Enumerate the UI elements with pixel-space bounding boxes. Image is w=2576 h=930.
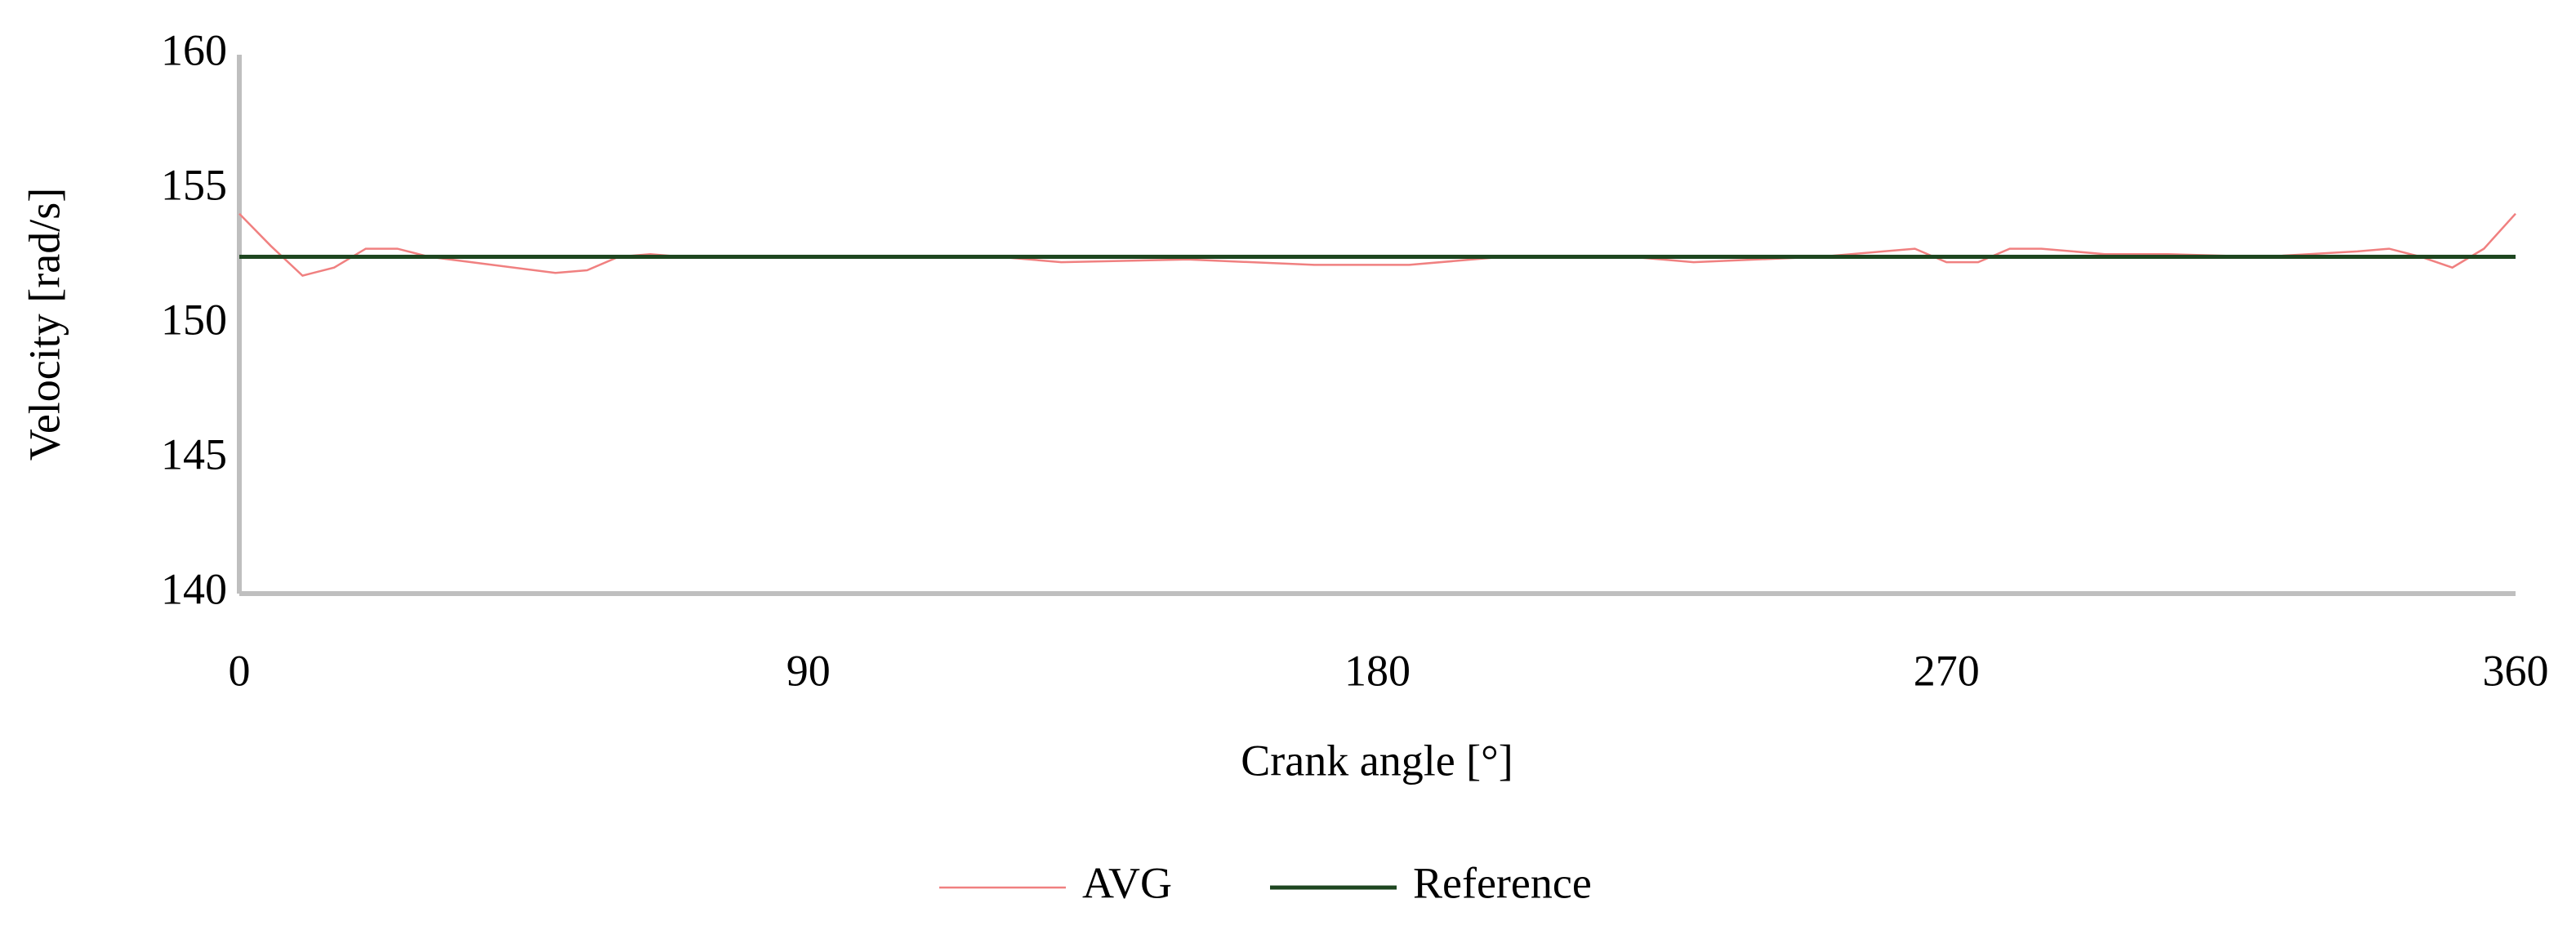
data-line: [238, 212, 2516, 277]
y-tick-label: 150: [161, 295, 227, 344]
x-tick-label: 90: [787, 646, 831, 695]
y-axis-title: Velocity [rad/s]: [20, 188, 69, 461]
y-tick-label: 145: [161, 429, 227, 478]
x-tick-label: 360: [2483, 646, 2549, 695]
x-tick-label: 0: [229, 646, 251, 695]
y-tick-label: 155: [161, 160, 227, 209]
legend-label: AVG: [1082, 858, 1172, 907]
legend-label: Reference: [1413, 858, 1592, 907]
x-axis-title: Crank angle [°]: [1241, 736, 1513, 785]
y-tick-label: 160: [161, 25, 227, 74]
x-tick-label: 270: [1914, 646, 1980, 695]
y-tick-label: 140: [161, 564, 227, 613]
x-tick-label: 180: [1344, 646, 1411, 695]
